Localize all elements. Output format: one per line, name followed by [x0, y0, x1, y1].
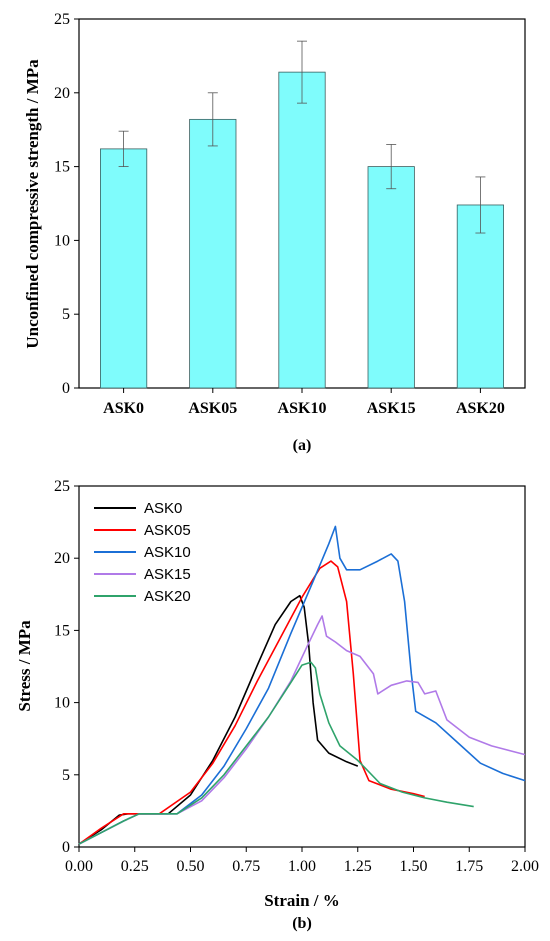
y-tick-label-a: 25: [54, 11, 70, 28]
y-axis-title-a: Unconfined compressive strength / MPa: [23, 59, 42, 349]
y-tick-label-a: 20: [54, 85, 70, 102]
legend-label: ASK0: [144, 500, 182, 517]
panel-label-b: (b): [292, 915, 312, 932]
x-tick-label-b: 0.50: [177, 858, 205, 875]
x-tick-label-b: 0.00: [65, 858, 93, 875]
category-label: ASK15: [367, 400, 416, 417]
x-axis-categories-a: ASK0 ASK05 ASK10 ASK15 ASK20: [103, 388, 505, 417]
y-axis-ticks-a: 0 5 10 15 20 25: [54, 11, 79, 397]
y-tick-label-a: 5: [62, 306, 70, 323]
panel-label-a: (a): [293, 437, 312, 454]
category-label: ASK0: [103, 400, 144, 417]
bar-group: [100, 40, 504, 389]
y-axis-ticks-b: 0 5 10 15 20 25: [54, 478, 79, 856]
series-line-ask05: [78, 560, 425, 845]
y-tick-label-a: 0: [62, 380, 70, 397]
y-tick-label-b: 20: [54, 550, 70, 567]
legend-label: ASK20: [144, 588, 191, 605]
category-label: ASK10: [278, 400, 327, 417]
category-label: ASK20: [456, 400, 505, 417]
y-tick-label-b: 25: [54, 478, 70, 495]
x-axis-title-b: Strain / %: [264, 891, 340, 910]
y-tick-label-b: 10: [54, 695, 70, 712]
y-tick-label-b: 0: [62, 839, 70, 856]
bar-ask15: [367, 166, 415, 389]
series-line-ask10: [78, 525, 526, 845]
legend-label: ASK15: [144, 566, 191, 583]
x-tick-label-b: 0.75: [232, 858, 260, 875]
y-tick-label-b: 15: [54, 622, 70, 639]
category-label: ASK05: [188, 400, 237, 417]
line-chart-panel-b: 0 5 10 15 20 25 0.00 0.25 0.50 0.75 1.00 1.25 1.50 1…: [15, 478, 539, 932]
series-line-ask15: [78, 615, 526, 845]
y-tick-label-a: 15: [54, 159, 70, 176]
legend-label: ASK10: [144, 544, 191, 561]
series-lines: [78, 525, 526, 845]
x-tick-label-b: 1.50: [400, 858, 428, 875]
x-tick-label-b: 0.25: [121, 858, 149, 875]
x-tick-label-b: 1.25: [344, 858, 372, 875]
y-tick-label-b: 5: [62, 767, 70, 784]
y-tick-label-a: 10: [54, 232, 70, 249]
x-tick-label-b: 1.00: [288, 858, 316, 875]
x-axis-ticks-b: 0.00 0.25 0.50 0.75 1.00 1.25 1.50 1.75 2.00: [65, 847, 539, 875]
x-tick-label-b: 1.75: [455, 858, 483, 875]
bar-ask10: [278, 71, 326, 389]
series-line-ask0: [78, 594, 359, 845]
bar-chart-panel-a: 0 5 10 15 20 25 ASK0 ASK05 ASK10 ASK15 ASK20 Unco…: [23, 11, 526, 454]
legend-label: ASK05: [144, 522, 191, 539]
x-tick-label-b: 2.00: [511, 858, 539, 875]
series-line-ask20: [78, 661, 474, 845]
legend: ASK0 ASK05 ASK10 ASK15 ASK20: [94, 500, 191, 605]
y-axis-title-b: Stress / MPa: [15, 620, 34, 712]
bar-ask05: [189, 118, 237, 389]
bar-ask0: [100, 148, 148, 389]
